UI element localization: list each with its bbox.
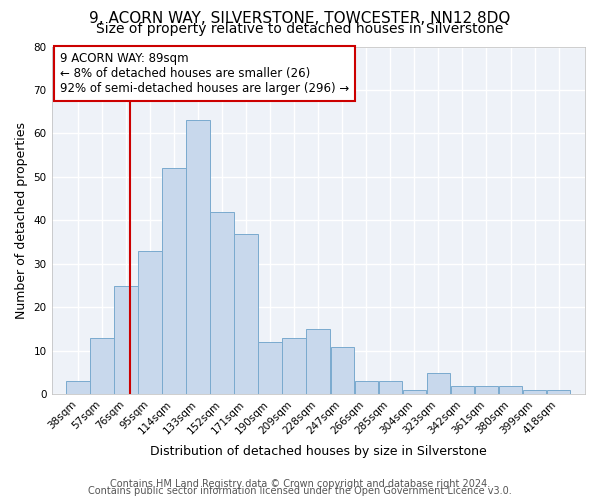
- Bar: [331, 346, 354, 395]
- Bar: [283, 338, 306, 394]
- Bar: [163, 168, 186, 394]
- Bar: [138, 251, 162, 394]
- Text: Size of property relative to detached houses in Silverstone: Size of property relative to detached ho…: [97, 22, 503, 36]
- Text: 9 ACORN WAY: 89sqm
← 8% of detached houses are smaller (26)
92% of semi-detached: 9 ACORN WAY: 89sqm ← 8% of detached hous…: [59, 52, 349, 94]
- Y-axis label: Number of detached properties: Number of detached properties: [15, 122, 28, 319]
- Bar: [355, 382, 378, 394]
- Bar: [547, 390, 571, 394]
- Bar: [379, 382, 402, 394]
- Bar: [499, 386, 522, 394]
- Bar: [475, 386, 498, 394]
- X-axis label: Distribution of detached houses by size in Silverstone: Distribution of detached houses by size …: [150, 444, 487, 458]
- Text: Contains public sector information licensed under the Open Government Licence v3: Contains public sector information licen…: [88, 486, 512, 496]
- Bar: [114, 286, 138, 395]
- Bar: [187, 120, 210, 394]
- Bar: [211, 212, 234, 394]
- Bar: [523, 390, 547, 394]
- Bar: [403, 390, 426, 394]
- Bar: [451, 386, 474, 394]
- Text: Contains HM Land Registry data © Crown copyright and database right 2024.: Contains HM Land Registry data © Crown c…: [110, 479, 490, 489]
- Bar: [259, 342, 282, 394]
- Bar: [235, 234, 258, 394]
- Text: 9, ACORN WAY, SILVERSTONE, TOWCESTER, NN12 8DQ: 9, ACORN WAY, SILVERSTONE, TOWCESTER, NN…: [89, 11, 511, 26]
- Bar: [307, 329, 330, 394]
- Bar: [427, 372, 450, 394]
- Bar: [66, 382, 90, 394]
- Bar: [90, 338, 114, 394]
